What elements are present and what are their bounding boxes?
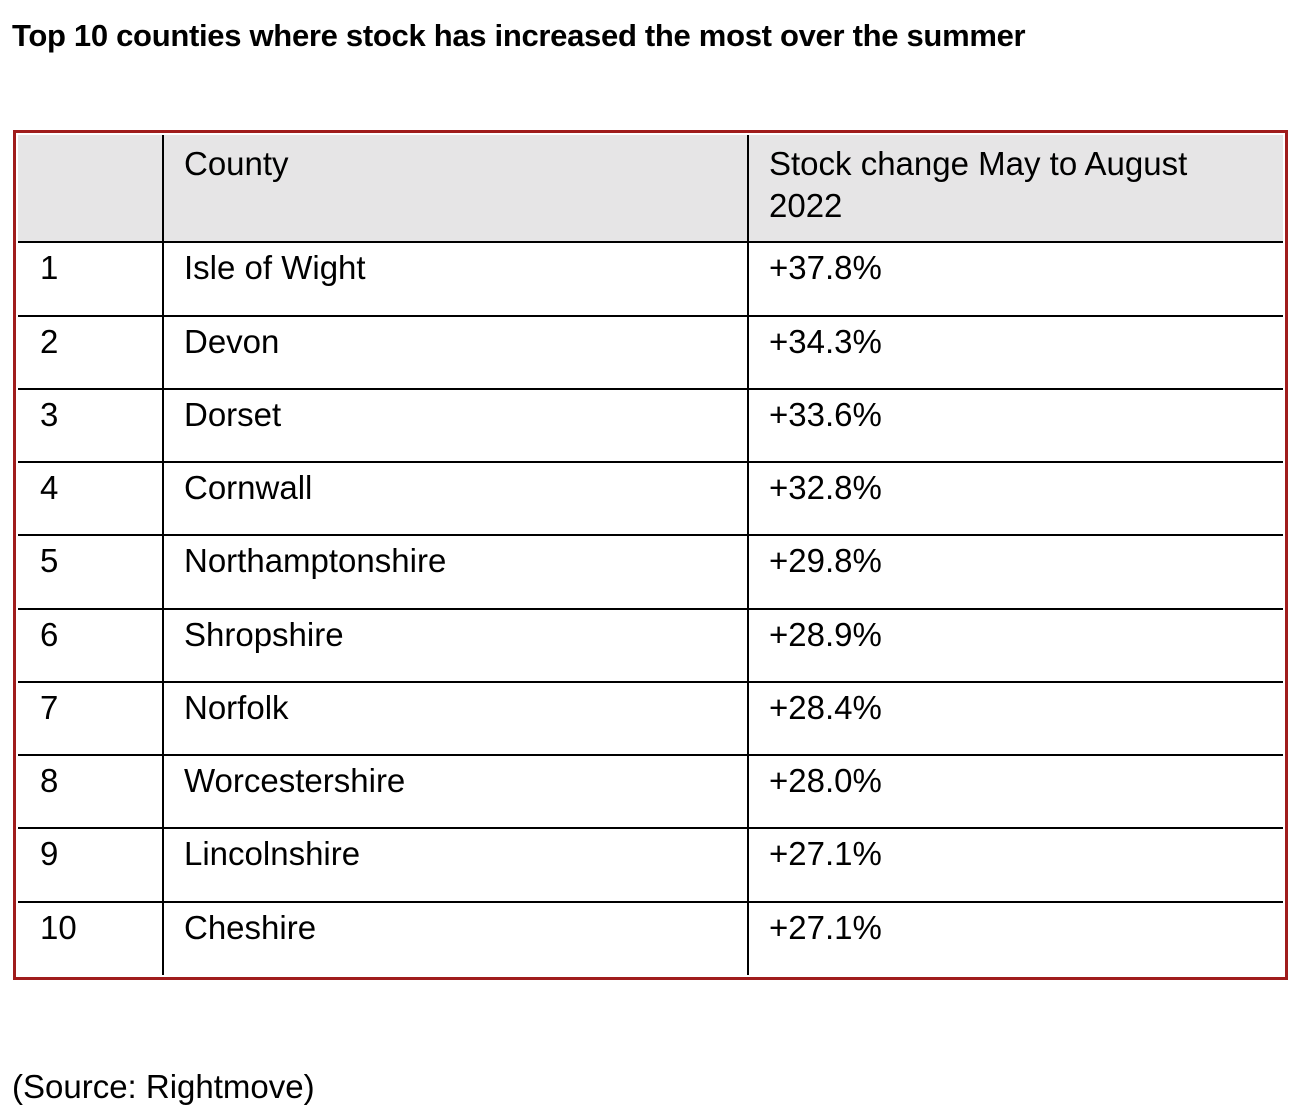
stock-change-cell: +28.9% — [747, 607, 1283, 683]
table-row: 9 Lincolnshire +27.1% — [18, 827, 1283, 903]
stock-change-cell: +28.4% — [747, 680, 1283, 757]
county-cell: Cornwall — [162, 461, 749, 537]
table-row: 10 Cheshire +27.1% — [18, 900, 1283, 975]
table-row: 6 Shropshire +28.9% — [18, 607, 1283, 683]
table-row: 8 Worcestershire +28.0% — [18, 754, 1283, 830]
county-cell: Shropshire — [162, 607, 749, 683]
rank-cell: 1 — [18, 241, 164, 317]
table-row: 1 Isle of Wight +37.8% — [18, 241, 1283, 317]
table-frame: County Stock change May to August 2022 1… — [13, 130, 1288, 980]
table-row: 5 Northamptonshire +29.8% — [18, 534, 1283, 610]
rank-cell: 9 — [18, 827, 164, 903]
county-cell: Lincolnshire — [162, 827, 749, 903]
stock-change-cell: +27.1% — [747, 827, 1283, 903]
rank-cell: 4 — [18, 461, 164, 537]
stock-change-cell: +32.8% — [747, 461, 1283, 537]
county-cell: Dorset — [162, 387, 749, 464]
county-cell: Worcestershire — [162, 754, 749, 830]
rank-cell: 8 — [18, 754, 164, 830]
county-stock-table: County Stock change May to August 2022 1… — [18, 135, 1283, 975]
table-row: 2 Devon +34.3% — [18, 314, 1283, 390]
rank-cell: 3 — [18, 387, 164, 464]
header-county: County — [162, 135, 749, 244]
stock-change-cell: +28.0% — [747, 754, 1283, 830]
rank-cell: 5 — [18, 534, 164, 610]
table-row: 3 Dorset +33.6% — [18, 387, 1283, 464]
table-row: 7 Norfolk +28.4% — [18, 680, 1283, 757]
rank-cell: 7 — [18, 680, 164, 757]
stock-change-cell: +27.1% — [747, 900, 1283, 975]
stock-change-cell: +34.3% — [747, 314, 1283, 390]
county-cell: Isle of Wight — [162, 241, 749, 317]
source-note: (Source: Rightmove) — [12, 1068, 315, 1105]
county-cell: Northamptonshire — [162, 534, 749, 610]
county-cell: Norfolk — [162, 680, 749, 757]
stock-change-cell: +33.6% — [747, 387, 1283, 464]
rank-cell: 2 — [18, 314, 164, 390]
table-row: 4 Cornwall +32.8% — [18, 461, 1283, 537]
stock-change-cell: +37.8% — [747, 241, 1283, 317]
document-title: Top 10 counties where stock has increase… — [12, 18, 1026, 53]
table-header-row: County Stock change May to August 2022 — [18, 135, 1283, 244]
header-rank — [18, 135, 164, 244]
stock-change-cell: +29.8% — [747, 534, 1283, 610]
county-cell: Devon — [162, 314, 749, 390]
header-stock-change: Stock change May to August 2022 — [747, 135, 1283, 244]
rank-cell: 6 — [18, 607, 164, 683]
rank-cell: 10 — [18, 900, 164, 975]
county-cell: Cheshire — [162, 900, 749, 975]
